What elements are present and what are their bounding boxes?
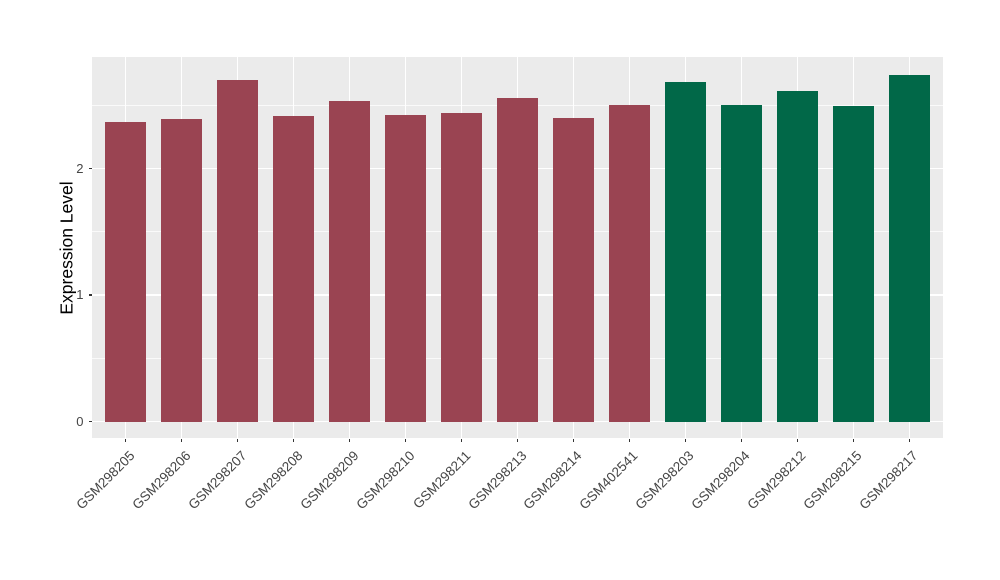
- y-tick-mark: [88, 294, 92, 296]
- x-tick-mark: [348, 438, 351, 442]
- bar-GSM298214: [553, 117, 594, 422]
- plot-panel: [92, 57, 943, 438]
- bar-GSM298211: [441, 112, 482, 422]
- bar-GSM298203: [665, 82, 706, 422]
- y-tick-label: 1: [76, 287, 84, 303]
- bar-GSM298206: [161, 119, 202, 422]
- x-tick-mark: [516, 438, 519, 442]
- bar-GSM402541: [609, 105, 650, 422]
- y-tick-mark: [88, 420, 92, 423]
- x-tick-mark: [180, 438, 183, 442]
- x-tick-mark: [740, 438, 743, 442]
- x-tick-mark: [292, 438, 295, 442]
- bar-GSM298217: [889, 74, 930, 422]
- bar-GSM298208: [273, 116, 314, 422]
- x-tick-mark: [124, 438, 127, 442]
- y-tick-label: 0: [76, 414, 84, 430]
- x-tick-mark: [684, 438, 687, 442]
- x-tick-mark: [572, 438, 575, 442]
- y-tick-label: 2: [76, 160, 84, 176]
- x-tick-mark: [908, 438, 910, 442]
- x-tick-mark: [852, 438, 854, 442]
- x-tick-mark: [796, 438, 799, 442]
- bar-GSM298215: [833, 106, 874, 422]
- x-tick-mark: [404, 438, 407, 442]
- bar-GSM298210: [385, 115, 426, 422]
- bar-GSM298205: [105, 121, 146, 422]
- bar-GSM298212: [777, 91, 818, 422]
- x-tick-mark: [628, 438, 631, 442]
- bar-GSM298213: [497, 97, 538, 422]
- bar-GSM298204: [721, 105, 762, 422]
- x-tick-mark: [460, 438, 463, 442]
- bar-GSM298207: [217, 79, 258, 422]
- x-tick-mark: [236, 438, 239, 442]
- bar-GSM298209: [329, 101, 370, 422]
- y-tick-mark: [88, 167, 92, 169]
